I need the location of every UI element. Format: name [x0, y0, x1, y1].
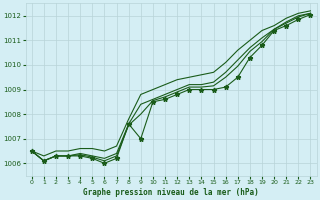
X-axis label: Graphe pression niveau de la mer (hPa): Graphe pression niveau de la mer (hPa) [83, 188, 259, 197]
